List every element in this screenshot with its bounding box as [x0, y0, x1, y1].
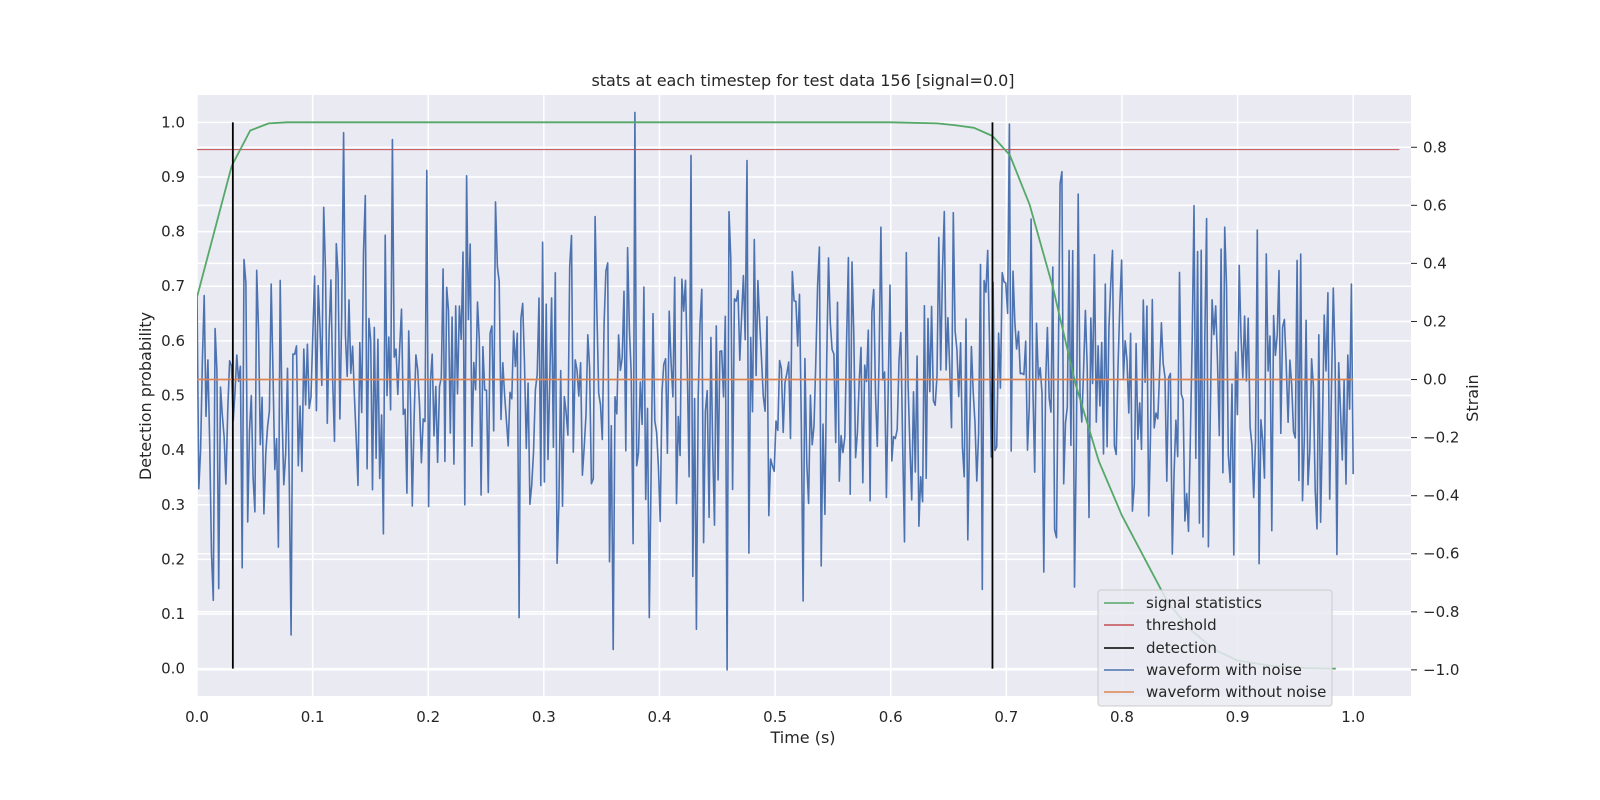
y-right-tick-label: −0.2 — [1423, 429, 1459, 447]
legend-label-waveform-without-noise: waveform without noise — [1146, 683, 1326, 701]
y-left-tick-label: 0.9 — [161, 168, 185, 186]
y-right-tick-label: 0.0 — [1423, 371, 1447, 389]
legend-label-signal-statistics: signal statistics — [1146, 594, 1262, 612]
legend-box — [1097, 589, 1333, 707]
y-left-tick-label: 0.8 — [161, 223, 185, 241]
y-right-tick-label: 0.6 — [1423, 196, 1447, 214]
y-left-tick-label: 0.0 — [161, 660, 185, 678]
y-right-tick-label: 0.4 — [1423, 254, 1447, 272]
x-tick-label: 0.5 — [763, 708, 787, 726]
x-tick-label: 0.9 — [1226, 708, 1250, 726]
y-left-tick-label: 0.2 — [161, 550, 185, 568]
series-waveform-with-noise — [197, 111, 1354, 671]
x-tick-label: 0.1 — [301, 708, 325, 726]
y-left-tick-label: 1.0 — [161, 113, 185, 131]
y-left-axis-ticks: 0.0 0.1 0.2 0.3 0.4 0.5 0.6 0.7 0.8 0.9 1.0 — [161, 113, 185, 677]
y-left-tick-label: 0.6 — [161, 332, 185, 350]
x-tick-label: 0.3 — [532, 708, 556, 726]
y-left-tick-label: 0.5 — [161, 387, 185, 405]
x-tick-label: 0.2 — [416, 708, 440, 726]
x-axis-label: Time (s) — [769, 728, 835, 747]
y-right-tick-label: −0.4 — [1423, 487, 1459, 505]
y-right-tick-label: 0.8 — [1423, 138, 1447, 156]
x-tick-label: 0.0 — [185, 708, 209, 726]
y-right-tick-label: 0.2 — [1423, 312, 1447, 330]
legend-label-waveform-with-noise: waveform with noise — [1146, 661, 1302, 679]
y-right-tick-label: −0.6 — [1423, 545, 1459, 563]
x-axis-ticks: 0.0 0.1 0.2 0.3 0.4 0.5 0.6 0.7 0.8 0.9 1.0 — [185, 708, 1365, 726]
x-tick-label: 1.0 — [1341, 708, 1365, 726]
y-left-axis-label: Detection probability — [136, 312, 155, 480]
x-tick-label: 0.4 — [648, 708, 672, 726]
x-tick-label: 0.6 — [879, 708, 903, 726]
x-tick-label: 0.8 — [1110, 708, 1134, 726]
legend-label-threshold: threshold — [1146, 616, 1217, 634]
y-left-tick-label: 0.3 — [161, 496, 185, 514]
legend: signal statistics threshold detection wa… — [1097, 589, 1333, 707]
y-left-tick-label: 0.1 — [161, 605, 185, 623]
y-right-axis-ticks: −1.0 −0.8 −0.6 −0.4 −0.2 0.0 0.2 0.4 0.6 0.8 — [1411, 138, 1459, 679]
y-right-axis-label: Strain — [1463, 374, 1482, 421]
y-right-tick-label: −1.0 — [1423, 661, 1459, 679]
y-left-tick-label: 0.7 — [161, 277, 185, 295]
x-tick-label: 0.7 — [994, 708, 1018, 726]
legend-label-detection: detection — [1146, 639, 1217, 657]
y-right-tick-label: −0.8 — [1423, 603, 1459, 621]
chart-title: stats at each timestep for test data 156… — [591, 71, 1014, 90]
y-left-tick-label: 0.4 — [161, 441, 185, 459]
